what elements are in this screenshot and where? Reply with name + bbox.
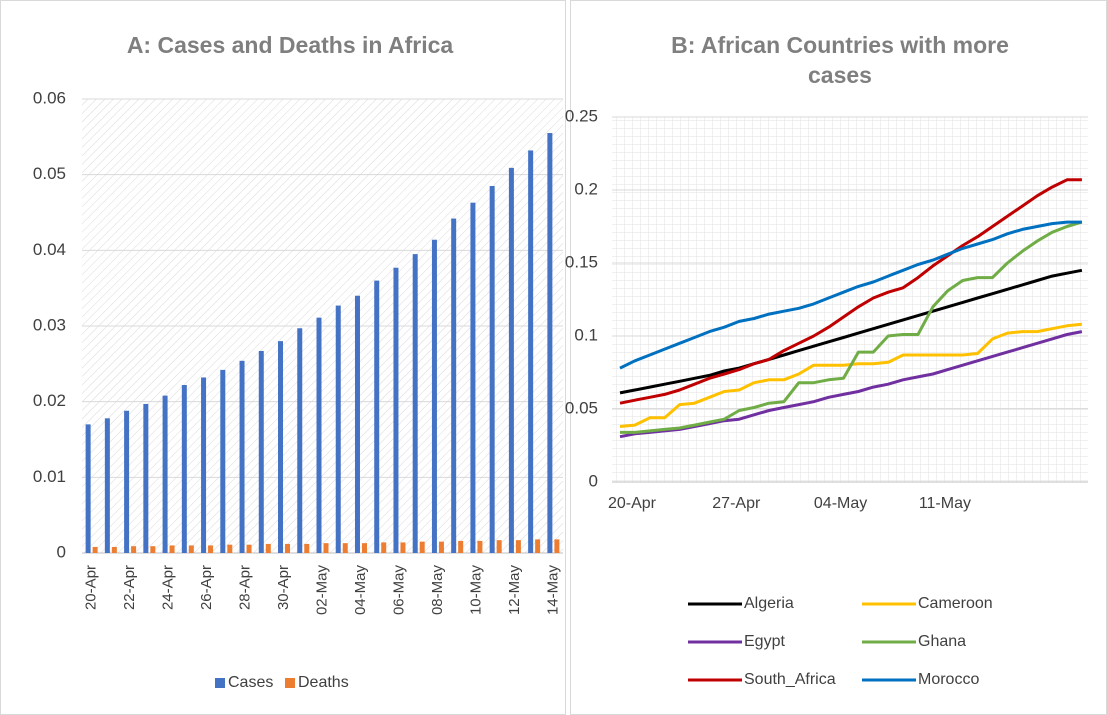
y-tick-label: 0.2 [574,179,598,198]
bar [381,542,387,553]
bar [508,167,514,553]
bar [169,545,175,553]
bar [297,328,303,553]
bar [162,395,168,553]
x-tick-label: 26-Apr [198,565,215,610]
x-tick-label: 14-May [544,565,561,616]
bar [400,542,406,553]
y-tick-label: 0.1 [574,325,598,344]
y-tick-label: 0.15 [565,252,598,271]
y-tick-label: 0.06 [33,88,66,107]
bar [85,424,91,553]
bar [458,540,464,553]
bar [335,305,341,553]
bar [412,254,418,553]
x-tick-label: 20-Apr [83,565,100,610]
legend-label: Egypt [744,633,785,650]
bar [220,369,226,553]
bar [393,267,399,553]
bar [304,543,310,553]
bar [477,540,483,553]
x-tick-label: 27-Apr [712,495,761,512]
bar [265,543,271,553]
x-tick-label: 28-Apr [237,565,254,610]
y-tick-label: 0.01 [33,467,66,486]
bar [143,403,149,553]
x-tick-label: 08-May [429,565,446,616]
x-tick-label: 20-Apr [608,495,657,512]
x-tick-label: 10-May [467,565,484,616]
bar [227,544,233,553]
y-tick-label: 0.02 [33,391,66,410]
bar [278,341,284,553]
y-tick-label: 0.03 [33,315,66,334]
y-tick-label: 0 [589,471,598,490]
legend-swatch [285,678,295,688]
bar [104,418,110,553]
bar [124,410,130,553]
x-tick-label: 06-May [390,565,407,616]
bar [188,545,194,553]
bar [419,541,425,553]
bar [258,350,264,553]
x-tick-label: 11-May [919,495,971,512]
bar [246,544,252,553]
bar [535,539,541,553]
x-tick-label: 02-May [313,565,330,616]
x-tick-label: 04-May [352,565,369,616]
bar [354,295,360,553]
bar [470,202,476,553]
bar [451,218,457,553]
y-tick-label: 0.05 [565,398,598,417]
bar [361,543,367,553]
bar [323,543,329,553]
x-tick-label: 30-Apr [275,565,292,610]
line [620,220,1083,434]
x-tick-label: 12-May [506,565,523,616]
y-tick-label: 0 [57,542,66,561]
line [619,220,1082,370]
bar [431,239,437,554]
bar [489,186,495,553]
legend-label: Ghana [918,633,966,650]
plot-area [612,117,1088,482]
bar [181,385,187,553]
bar [438,541,444,553]
legend-label: Cases [228,674,273,691]
bar [528,150,534,553]
bar [316,317,322,553]
bar [496,540,502,553]
bar [515,540,521,553]
chart-title: A: Cases and Deaths in Africa [126,32,454,58]
bar [208,545,214,553]
line [619,178,1082,405]
bar [131,546,137,553]
legend-label: Cameroon [918,595,993,612]
bar [150,546,156,553]
bar [554,539,560,553]
y-tick-label: 0.25 [565,106,598,125]
line [619,268,1083,395]
legend-swatch [215,678,225,688]
legend-label: Deaths [298,674,349,691]
bar [111,546,117,553]
y-tick-label: 0.05 [33,164,66,183]
x-tick-label: 04-May [814,495,867,512]
chart-title: B: African Countries with more cases [671,32,1009,88]
bar [285,543,291,553]
bar [201,377,207,553]
bar [374,280,380,553]
y-tick-label: 0.04 [33,240,66,259]
bar [239,360,245,553]
bar [342,543,348,553]
x-tick-label: 22-Apr [121,565,138,610]
legend-label: Morocco [918,671,979,688]
x-tick-label: 24-Apr [160,565,177,610]
legend-label: Algeria [744,595,794,612]
legend-label: South_Africa [744,671,836,688]
bar [92,546,98,553]
bar [547,133,553,554]
